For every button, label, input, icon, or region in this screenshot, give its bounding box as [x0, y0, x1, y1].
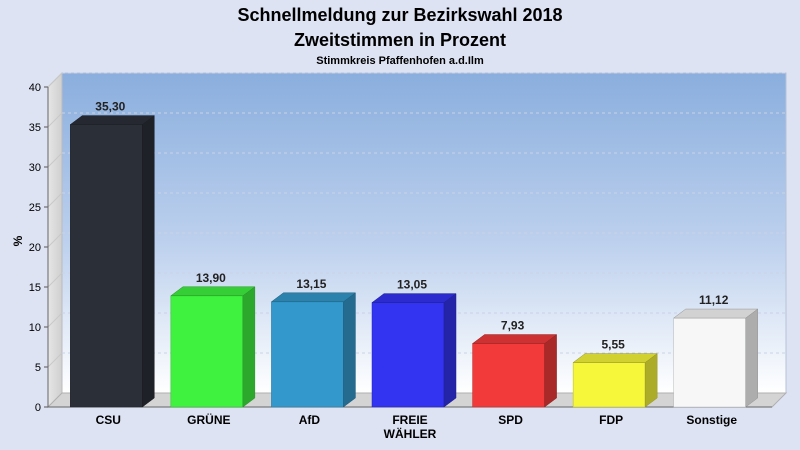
value-label: 5,55 [601, 338, 625, 352]
chart-caption: Stimmkreis Pfaffenhofen a.d.Ilm [316, 55, 484, 67]
bar-front [271, 301, 344, 408]
bar-front [472, 343, 545, 408]
bar-side [644, 353, 658, 408]
category-label: Sonstige [686, 413, 737, 427]
grid-line-side [47, 112, 63, 128]
bar-top [371, 293, 457, 303]
bar-front [572, 362, 646, 408]
y-tick-label: 20 [29, 242, 41, 254]
bar-top [170, 286, 256, 297]
bar-1 [69, 115, 156, 408]
bar-6 [572, 353, 658, 408]
bar-front [170, 295, 244, 408]
bar-side [745, 308, 758, 408]
y-tick-label: 0 [35, 402, 41, 414]
bar-top [672, 308, 759, 319]
bar-front [673, 317, 746, 408]
grid-line-side [47, 192, 63, 208]
bar-5 [471, 334, 558, 408]
value-label: 13,15 [296, 277, 326, 291]
category-label: SPD [498, 413, 523, 427]
bar-top [572, 353, 658, 363]
bar-side [443, 293, 457, 408]
y-tick-label: 40 [29, 82, 41, 94]
value-label: 7,93 [501, 319, 525, 333]
category-label: FDP [599, 413, 623, 427]
category-label: WÄHLER [384, 426, 437, 441]
y-axis-label: % [11, 235, 25, 246]
grid-line-side [47, 72, 63, 88]
bar-side [343, 292, 356, 408]
value-label: 11,12 [699, 293, 729, 307]
value-label: 13,90 [196, 271, 226, 285]
bar-front [70, 124, 143, 408]
bar-side [242, 286, 256, 408]
y-tick-labels: 0 5 10 15 20 25 30 35 40 [29, 82, 41, 414]
y-tick-label: 25 [29, 202, 41, 214]
bar-4 [371, 293, 457, 408]
bar-3 [270, 292, 357, 408]
bar-front [371, 302, 445, 408]
chart-title: Schnellmeldung zur Bezirkswahl 2018 [237, 5, 562, 25]
bar-2 [170, 286, 256, 408]
value-label: 35,30 [95, 100, 125, 114]
y-tick-label: 30 [29, 162, 41, 174]
grid-line-side [47, 272, 63, 288]
bar-top [471, 334, 558, 344]
value-label: 13,05 [397, 278, 427, 292]
grid-line-side [47, 152, 63, 168]
bar-side [544, 334, 557, 408]
y-tick-label: 5 [35, 362, 41, 374]
category-label: GRÜNE [187, 412, 230, 427]
bar-top [69, 115, 156, 125]
bar-top [270, 292, 357, 303]
y-tick-label: 35 [29, 122, 41, 134]
grid-line-side [47, 352, 63, 368]
y-tick-label: 15 [29, 282, 41, 294]
bar-side [142, 115, 155, 408]
chart-subtitle: Zweitstimmen in Prozent [294, 30, 506, 50]
category-label: CSU [96, 413, 121, 427]
grid-line-side [47, 312, 63, 328]
y-tick-label: 10 [29, 322, 41, 334]
bar-7 [672, 308, 759, 408]
category-label: AfD [299, 413, 321, 427]
bars [69, 115, 759, 408]
category-label: FREIE [392, 413, 427, 427]
grid-line-side [47, 232, 63, 248]
value-labels: 35,30 13,90 13,15 13,05 7,93 5,55 11,12 [95, 100, 728, 352]
